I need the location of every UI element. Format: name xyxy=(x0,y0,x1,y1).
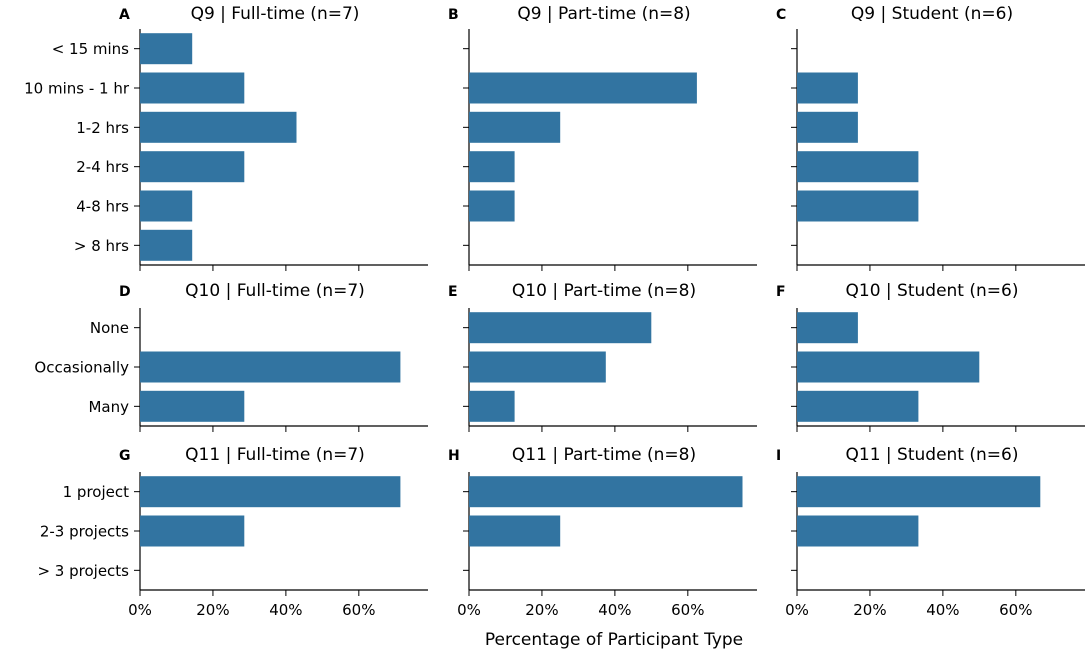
bar-0 xyxy=(140,476,401,508)
x-tick-label: 0% xyxy=(128,601,152,619)
panel-c: C Q9 | Student (n=6) xyxy=(776,4,1085,271)
x-tick-label: 40% xyxy=(598,601,631,619)
panel-i: I Q11 | Student (n=6) 0% 20% 40% 60% xyxy=(776,445,1085,619)
panel-b: B Q9 | Part-time (n=8) xyxy=(448,4,757,271)
bar-2 xyxy=(797,390,919,422)
bar-1 xyxy=(140,72,245,104)
panel-title: Q10 | Full-time (n=7) xyxy=(185,281,365,301)
bar-4 xyxy=(469,190,515,222)
bar-0 xyxy=(469,476,743,508)
x-tick-label: 60% xyxy=(999,601,1032,619)
y-tick-label: 4-8 hrs xyxy=(76,198,129,216)
panel-letter: F xyxy=(776,284,786,300)
panel-f: F Q10 | Student (n=6) xyxy=(776,281,1085,432)
x-tick-label: 60% xyxy=(342,601,375,619)
bar-2 xyxy=(140,390,245,422)
bar-0 xyxy=(140,33,193,65)
bar-3 xyxy=(140,151,245,183)
y-tick-label: 1 project xyxy=(63,483,129,501)
panel-letter: E xyxy=(448,284,458,300)
panel-d: D Q10 | Full-time (n=7) None Occasionally Ma… xyxy=(34,281,428,432)
y-tick-label: None xyxy=(90,319,129,337)
panel-letter: A xyxy=(119,7,130,23)
y-tick-label: 10 mins - 1 hr xyxy=(24,80,130,98)
panel-e: E Q10 | Part-time (n=8) xyxy=(448,281,757,432)
panel-h: H Q11 | Part-time (n=8) 0% 20% 40% 60% xyxy=(448,445,757,619)
bar-2 xyxy=(797,111,858,143)
panel-title: Q11 | Part-time (n=8) xyxy=(512,445,696,465)
panel-title: Q9 | Full-time (n=7) xyxy=(191,4,360,24)
y-tick-label: Occasionally xyxy=(34,359,129,377)
bar-2 xyxy=(140,111,297,143)
x-tick-label: 20% xyxy=(196,601,229,619)
bar-1 xyxy=(140,515,245,547)
bar-5 xyxy=(140,229,193,261)
bar-1 xyxy=(469,72,697,104)
y-tick-label: > 3 projects xyxy=(37,562,129,580)
bar-3 xyxy=(469,151,515,183)
bar-0 xyxy=(797,476,1041,508)
panel-g: G Q11 | Full-time (n=7) 1 project 2-3 proje… xyxy=(37,445,428,619)
panel-title: Q11 | Student (n=6) xyxy=(846,445,1019,465)
panel-letter: D xyxy=(119,284,131,300)
bar-0 xyxy=(469,312,652,344)
bar-2 xyxy=(469,390,515,422)
panel-letter: C xyxy=(776,7,786,23)
panel-a: A Q9 | Full-time (n=7) < 15 mins 10 mins - … xyxy=(24,4,428,271)
y-tick-label: 2-3 projects xyxy=(40,523,129,541)
y-tick-label: Many xyxy=(88,398,129,416)
bar-1 xyxy=(469,515,561,547)
panel-title: Q9 | Part-time (n=8) xyxy=(517,4,690,24)
bar-1 xyxy=(797,351,980,383)
panel-title: Q10 | Student (n=6) xyxy=(846,281,1019,301)
x-tick-label: 20% xyxy=(525,601,558,619)
bar-3 xyxy=(797,151,919,183)
y-tick-label: < 15 mins xyxy=(52,40,129,58)
bar-1 xyxy=(469,351,606,383)
bar-4 xyxy=(797,190,919,222)
bar-1 xyxy=(140,351,401,383)
x-axis-label: Percentage of Participant Type xyxy=(485,630,743,650)
panel-letter: B xyxy=(448,7,459,23)
x-tick-label: 0% xyxy=(457,601,481,619)
y-tick-label: 2-4 hrs xyxy=(76,158,129,176)
panel-title: Q9 | Student (n=6) xyxy=(851,4,1013,24)
bar-4 xyxy=(140,190,193,222)
bar-1 xyxy=(797,72,858,104)
panel-title: Q10 | Part-time (n=8) xyxy=(512,281,696,301)
x-tick-label: 60% xyxy=(671,601,704,619)
bar-1 xyxy=(797,515,919,547)
x-tick-label: 0% xyxy=(785,601,809,619)
panel-letter: I xyxy=(776,448,781,464)
panel-title: Q11 | Full-time (n=7) xyxy=(185,445,365,465)
panel-letter: H xyxy=(448,448,460,464)
x-tick-label: 40% xyxy=(269,601,302,619)
y-tick-label: 1-2 hrs xyxy=(76,119,129,137)
x-tick-label: 40% xyxy=(926,601,959,619)
bar-2 xyxy=(469,111,561,143)
bar-0 xyxy=(797,312,858,344)
y-tick-label: > 8 hrs xyxy=(74,237,129,255)
x-tick-label: 20% xyxy=(853,601,886,619)
panel-letter: G xyxy=(119,448,131,464)
